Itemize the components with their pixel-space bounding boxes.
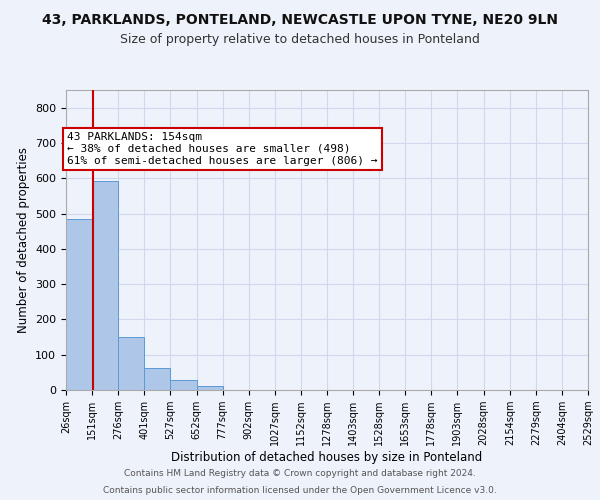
Bar: [144, 368, 170, 390]
Text: Contains public sector information licensed under the Open Government Licence v3: Contains public sector information licen…: [103, 486, 497, 495]
Text: Size of property relative to detached houses in Ponteland: Size of property relative to detached ho…: [120, 32, 480, 46]
Bar: [66, 219, 92, 390]
Bar: [118, 337, 144, 390]
Bar: [197, 386, 223, 390]
X-axis label: Distribution of detached houses by size in Ponteland: Distribution of detached houses by size …: [172, 451, 482, 464]
Bar: [92, 181, 118, 390]
Y-axis label: Number of detached properties: Number of detached properties: [17, 147, 29, 333]
Text: 43, PARKLANDS, PONTELAND, NEWCASTLE UPON TYNE, NE20 9LN: 43, PARKLANDS, PONTELAND, NEWCASTLE UPON…: [42, 12, 558, 26]
Text: 43 PARKLANDS: 154sqm
← 38% of detached houses are smaller (498)
61% of semi-deta: 43 PARKLANDS: 154sqm ← 38% of detached h…: [67, 132, 377, 166]
Bar: [170, 380, 197, 390]
Text: Contains HM Land Registry data © Crown copyright and database right 2024.: Contains HM Land Registry data © Crown c…: [124, 468, 476, 477]
